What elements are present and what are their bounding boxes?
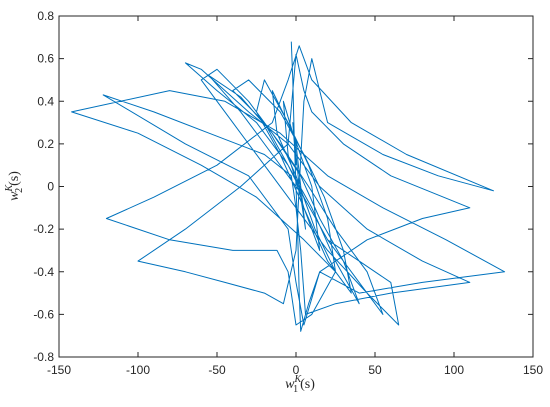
x-axis-label-sub: 1	[293, 384, 298, 395]
x-tick-label: 50	[368, 363, 382, 377]
x-axis-label: wK 1 (s)	[285, 374, 315, 395]
y-axis-label-arg: (s)	[7, 171, 22, 186]
x-tick-label: 100	[444, 363, 464, 377]
x-tick-label: 150	[523, 363, 543, 377]
x-axis-label-base: w	[285, 377, 295, 392]
y-axis-label: wK2 (s)	[4, 171, 25, 201]
y-axis-label-sub: 2	[14, 188, 25, 193]
trajectory-line	[71, 41, 506, 332]
x-tick-label: -100	[126, 363, 150, 377]
tick-layer: -150 -100 -50 0 50 100 150 -0.8 -0.6 -0.4 -0.2 0 0.2…	[33, 9, 543, 377]
y-tick-label: 0.8	[37, 9, 54, 23]
y-tick-label: -0.2	[33, 222, 54, 236]
x-tick-label: -50	[208, 363, 226, 377]
y-tick-label: -0.4	[33, 265, 54, 279]
trajectory-layer	[71, 41, 506, 332]
x-tick-label: 0	[293, 363, 300, 377]
x-tick-label: -150	[47, 363, 71, 377]
y-tick-label: 0.6	[37, 52, 54, 66]
y-axis-label-sup: K	[4, 184, 15, 193]
x-axis-label-arg: (s)	[300, 377, 315, 392]
y-tick-label: -0.6	[33, 307, 54, 321]
y-tick-label: 0.4	[37, 94, 54, 108]
y-tick-label: 0	[47, 180, 54, 194]
x-axis-label-sup: K	[293, 374, 302, 385]
y-tick-label: 0.2	[37, 137, 54, 151]
y-axis-label-base: w	[7, 191, 22, 201]
y-tick-label: -0.8	[33, 350, 54, 364]
